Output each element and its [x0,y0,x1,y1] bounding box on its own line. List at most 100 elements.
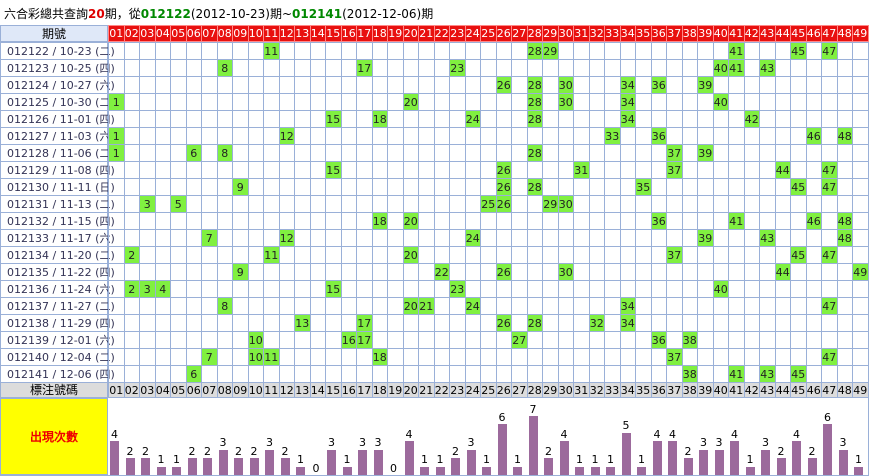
grid-cell [309,161,326,179]
grid-cell [387,144,404,162]
drawn-number: 48 [837,128,852,144]
grid-cell [216,348,233,366]
grid-cell [263,331,280,349]
grid-cell [743,280,760,298]
column-footer: 43 [759,382,776,398]
grid-cell [387,161,404,179]
grid-cell [542,331,559,349]
grid-cell [170,331,187,349]
drawn-number: 26 [496,264,511,280]
column-header: 09 [232,25,249,42]
grid-cell [418,127,435,145]
grid-cell [278,280,295,298]
grid-cell [697,348,714,366]
grid-cell [402,314,419,332]
grid-cell [542,127,559,145]
grid-cell [356,76,373,94]
grid-cell [542,93,559,111]
grid-cell [402,178,419,196]
drawn-number: 38 [682,366,697,382]
row-label: 012127 / 11-03 (六) [0,127,115,145]
grid-cell [697,246,714,264]
grid-cell [201,110,218,128]
grid-cell [805,59,822,77]
grid-cell [557,348,574,366]
row-label: 012138 / 11-29 (四) [0,314,115,332]
grid-cell [216,280,233,298]
grid-cell [728,161,745,179]
grid-cell [139,263,156,281]
grid-cell [852,76,869,94]
drawn-number: 20 [403,247,418,263]
grid-cell [356,42,373,60]
grid-cell [790,297,807,315]
grid-cell [774,76,791,94]
grid-cell [836,76,853,94]
grid-cell [511,195,528,213]
drawn-number: 26 [496,179,511,195]
grid-cell [402,263,419,281]
grid-cell [666,76,683,94]
grid-cell [201,144,218,162]
grid-cell [154,365,171,383]
drawn-number: 45 [791,43,806,59]
grid-cell [108,76,125,94]
column-header: 23 [449,25,466,42]
grid-cell [247,314,264,332]
grid-cell [278,144,295,162]
grid-cell [573,314,590,332]
column-footer: 12 [278,382,295,398]
count-bar [249,458,259,475]
grid-cell [449,348,466,366]
grid-cell [697,331,714,349]
grid-cell [619,246,636,264]
column-header: 33 [604,25,621,42]
grid-cell [170,42,187,60]
count-value: 4 [669,427,676,441]
column-header: 44 [774,25,791,42]
grid-cell [805,93,822,111]
grid-cell [170,280,187,298]
grid-cell [263,365,280,383]
grid-cell [635,110,652,128]
grid-cell [154,348,171,366]
drawn-number: 47 [822,349,837,365]
grid-cell [154,314,171,332]
grid-cell [402,195,419,213]
drawn-number: 49 [853,264,868,280]
start-draw: 012122 [140,7,191,21]
drawn-number: 28 [527,179,542,195]
drawn-number: 47 [822,247,837,263]
column-header: 30 [557,25,574,42]
grid-cell [573,127,590,145]
grid-cell [294,297,311,315]
grid-cell [480,348,497,366]
grid-cell [247,246,264,264]
column-header: 22 [433,25,450,42]
grid-cell [201,42,218,60]
grid-cell [619,280,636,298]
grid-cell [123,229,140,247]
grid-cell [340,144,357,162]
grid-cell [108,59,125,77]
grid-cell [123,59,140,77]
drawn-number: 20 [403,298,418,314]
count-bar [745,466,755,475]
grid-cell [433,280,450,298]
row-label: 012134 / 11-20 (二) [0,246,115,264]
grid-cell [154,76,171,94]
grid-cell [402,161,419,179]
drawn-number: 34 [620,94,635,110]
grid-cell [774,229,791,247]
grid-cell [108,161,125,179]
grid-cell [232,229,249,247]
drawn-number: 48 [837,213,852,229]
grid-cell [170,314,187,332]
grid-cell [681,280,698,298]
column-header: 06 [185,25,202,42]
grid-cell [387,331,404,349]
drawn-number: 41 [729,43,744,59]
grid-cell [170,127,187,145]
grid-cell [836,178,853,196]
grid-cell [650,246,667,264]
